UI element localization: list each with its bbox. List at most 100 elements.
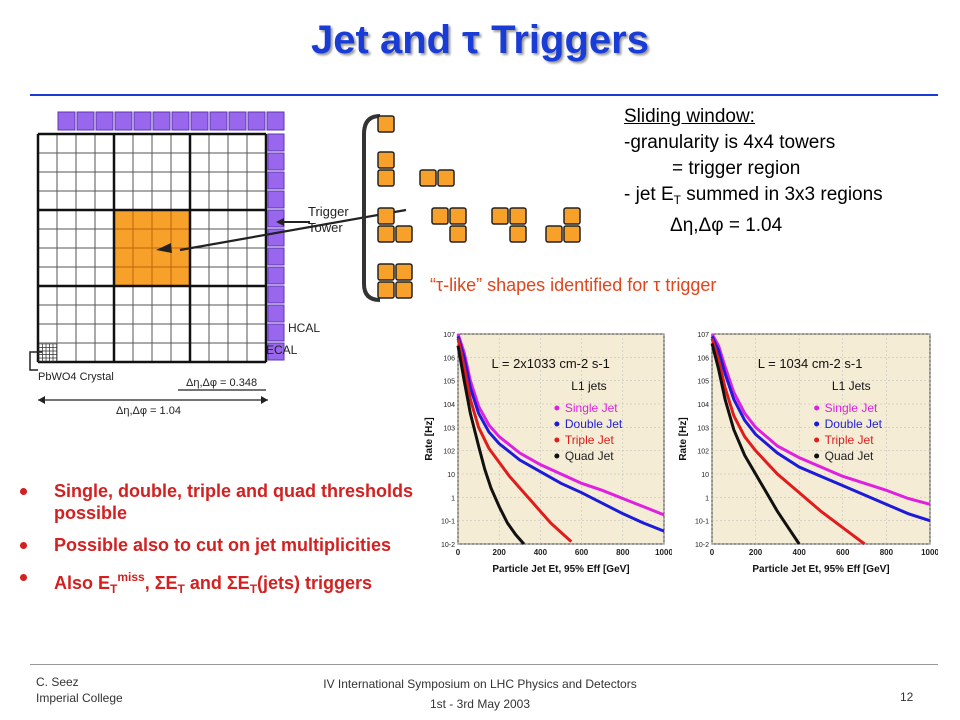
hcal-side-cell	[267, 285, 285, 304]
legend-marker	[554, 405, 560, 411]
tower-cell	[208, 323, 229, 344]
series-line-single-jet	[456, 333, 665, 517]
sliding-window-text: Sliding window: -granularity is 4x4 towe…	[624, 104, 883, 239]
ecal-label: ECAL	[266, 343, 298, 357]
tower-cell	[75, 152, 96, 173]
tower-cell	[227, 152, 248, 173]
series-line-quad-jet	[710, 342, 801, 545]
tower-cell	[170, 133, 191, 154]
tower-cell	[170, 285, 191, 306]
trigger-region-tower	[151, 209, 172, 230]
tower-cell	[151, 342, 172, 363]
tower-cell	[246, 304, 267, 325]
tower-cell	[208, 171, 229, 192]
tau-shape-cell	[377, 169, 395, 187]
footer-conference: IV International Symposium on LHC Physic…	[280, 674, 680, 714]
x-tick-label: 400	[534, 548, 548, 557]
trigger-tower-label-1: Trigger	[308, 204, 349, 219]
legend-entry: Quad Jet	[825, 449, 874, 463]
tower-cell	[132, 304, 153, 325]
series-line-double-jet	[710, 335, 931, 523]
tau-shape-cell	[437, 169, 455, 187]
tower-cell	[37, 190, 58, 211]
tower-cell	[189, 323, 210, 344]
legend-entry: Triple Jet	[565, 433, 615, 447]
x-tick-label: 600	[575, 548, 589, 557]
sliding-window-line-3: - jet ET summed in 3x3 regions	[624, 184, 883, 207]
legend-entry: Double Jet	[565, 417, 623, 431]
tower-cell	[189, 133, 210, 154]
y-tick-label: 106	[443, 355, 455, 362]
chart-subtitle: L1 Jets	[832, 379, 871, 393]
tower-cell	[56, 342, 77, 363]
hcal-side-cell	[267, 342, 285, 361]
hcal-top-cell	[57, 111, 76, 131]
chart-high-lumi-content: 0 200 400 600 800 100010710610510410310210110…	[676, 326, 938, 581]
tower-cell	[208, 133, 229, 154]
page-number: 12	[900, 690, 914, 704]
tower-cell	[113, 285, 134, 306]
tower-cell	[151, 190, 172, 211]
legend-entry: Single Jet	[825, 401, 878, 415]
tower-cell	[208, 266, 229, 287]
tower-cell	[75, 304, 96, 325]
tau-shape-cell	[431, 207, 449, 225]
tau-caption: “τ-like” shapes identified for τ trigger	[430, 275, 717, 295]
tower-cell	[227, 304, 248, 325]
legend-marker	[814, 453, 820, 459]
tower-cell	[75, 342, 96, 363]
hcal-side-cell	[267, 247, 285, 266]
tower-cell	[37, 209, 58, 230]
series-line-double-jet	[456, 335, 665, 533]
x-tick-label: 200	[493, 548, 507, 557]
sliding-window-line-2: = trigger region	[672, 158, 801, 179]
y-axis-label: Rate [Hz]	[678, 417, 689, 460]
hcal-side-cell	[267, 304, 285, 323]
tower-cell	[170, 190, 191, 211]
calorimeter-trigger-diagram: Trigger Tower HCAL ECAL PbWO4 Crystal Δη…	[29, 111, 407, 417]
trigger-region-tower	[113, 266, 134, 287]
tower-cell	[56, 152, 77, 173]
tower-cell	[227, 266, 248, 287]
x-tick-label: 800	[880, 548, 894, 557]
legend-entry: Quad Jet	[565, 449, 614, 463]
tau-shape-cell	[395, 281, 413, 299]
tau-shape-cell	[491, 207, 509, 225]
tau-shape-cell	[395, 225, 413, 243]
legend-marker	[814, 437, 820, 443]
tower-cell	[113, 152, 134, 173]
x-tick-label: 1000	[655, 548, 672, 557]
tower-cell	[189, 171, 210, 192]
trigger-region-tower	[170, 266, 191, 287]
hcal-top-cell	[152, 111, 171, 131]
legend-marker	[554, 421, 560, 427]
tower-cell	[189, 285, 210, 306]
tower-cell	[37, 247, 58, 268]
tower-cell	[246, 133, 267, 154]
series-line-triple-jet	[710, 338, 866, 546]
tower-cell	[227, 133, 248, 154]
slide-title: Jet and τ Triggers	[311, 18, 649, 62]
shape-pointer-arrowhead	[156, 243, 172, 253]
shape-pointer-arrow	[179, 208, 407, 252]
y-tick-label: 107	[697, 332, 709, 339]
tower-cell	[227, 209, 248, 230]
tower-cell	[208, 342, 229, 363]
rate-chart-low-lumi: 0 200 400 600 800 100010710610510410310210110…	[422, 326, 672, 581]
tower-cell	[94, 323, 115, 344]
chart-subtitle: L1 jets	[571, 379, 606, 393]
tower-cell	[208, 304, 229, 325]
tower-cell	[37, 228, 58, 249]
tower-cell	[189, 190, 210, 211]
tower-cell	[132, 342, 153, 363]
tower-cell	[56, 247, 77, 268]
tower-cell	[189, 209, 210, 230]
tower-size-label: Δη,Δφ = 0.348	[186, 377, 257, 389]
tower-cell	[189, 304, 210, 325]
tau-shapes-diagram	[362, 114, 581, 302]
y-tick-label: 104	[697, 402, 709, 409]
tower-cell	[94, 304, 115, 325]
x-tick-label: 200	[749, 548, 763, 557]
y-tick-label: 107	[443, 332, 455, 339]
tower-cell	[56, 171, 77, 192]
